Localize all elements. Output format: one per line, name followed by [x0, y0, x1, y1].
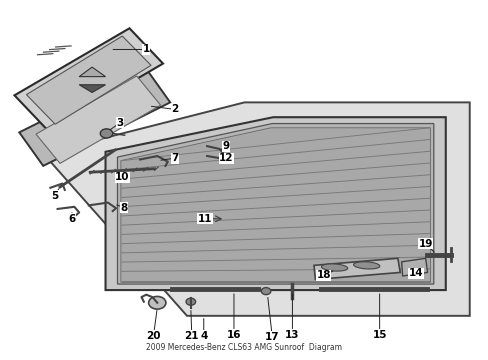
Text: 2: 2 [171, 104, 178, 114]
Text: 14: 14 [408, 269, 423, 279]
Ellipse shape [353, 262, 379, 269]
Circle shape [261, 288, 270, 294]
Text: 13: 13 [285, 329, 299, 339]
Text: 8: 8 [120, 203, 127, 212]
Text: 5: 5 [51, 191, 59, 201]
Polygon shape [15, 28, 163, 131]
Polygon shape [313, 258, 399, 279]
Text: 7: 7 [171, 153, 178, 163]
Ellipse shape [321, 264, 347, 271]
Text: 21: 21 [184, 331, 199, 341]
Text: 9: 9 [222, 141, 229, 152]
Polygon shape [79, 67, 105, 77]
Polygon shape [19, 69, 170, 166]
Text: 1: 1 [142, 45, 150, 54]
Polygon shape [121, 128, 429, 282]
Text: 16: 16 [226, 329, 241, 339]
Polygon shape [43, 102, 469, 316]
Polygon shape [26, 36, 151, 124]
Text: 6: 6 [68, 214, 76, 224]
Text: 3: 3 [116, 118, 123, 128]
Circle shape [185, 298, 195, 305]
Text: 20: 20 [146, 331, 161, 341]
Text: 11: 11 [198, 214, 212, 224]
Polygon shape [79, 85, 105, 93]
Text: 2009 Mercedes-Benz CLS63 AMG Sunroof  Diagram: 2009 Mercedes-Benz CLS63 AMG Sunroof Dia… [146, 343, 342, 352]
Text: 15: 15 [372, 329, 386, 339]
Text: 10: 10 [115, 172, 129, 182]
Circle shape [100, 129, 112, 138]
Circle shape [148, 296, 165, 309]
Polygon shape [117, 123, 433, 284]
Text: 18: 18 [316, 270, 330, 280]
Polygon shape [105, 117, 445, 290]
Polygon shape [401, 258, 427, 276]
Polygon shape [36, 76, 160, 163]
Text: 17: 17 [264, 332, 279, 342]
Text: 4: 4 [200, 331, 207, 341]
Text: 12: 12 [219, 153, 233, 163]
Text: 19: 19 [418, 239, 432, 248]
